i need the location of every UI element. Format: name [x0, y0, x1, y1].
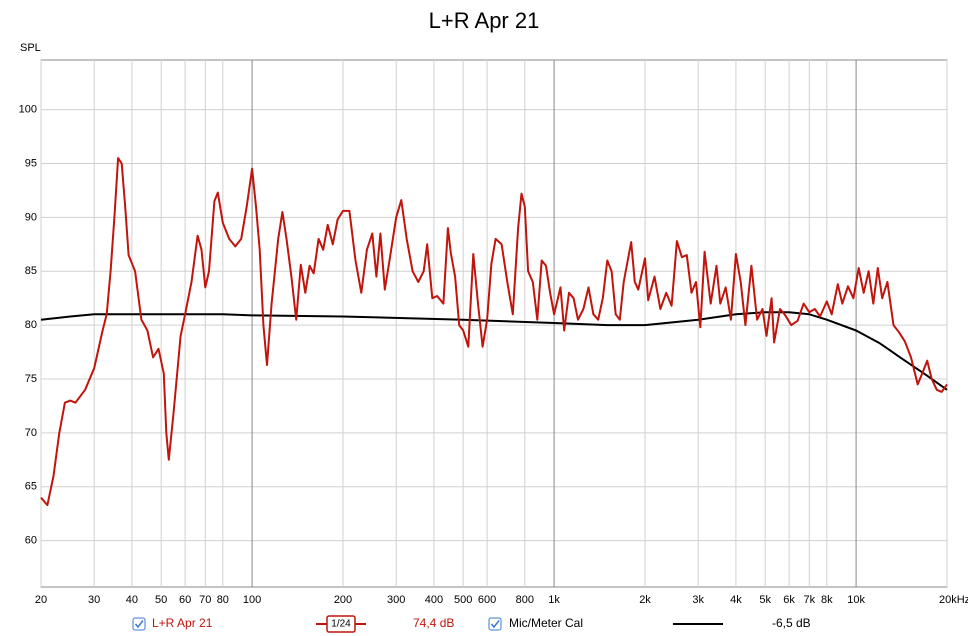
y-tick-label: 75 [25, 373, 37, 385]
x-tick-label: 1k [548, 594, 560, 606]
x-tick-label: 80 [217, 594, 229, 606]
x-tick-label: 4k [730, 594, 742, 606]
x-tick-label: 60 [179, 594, 191, 606]
x-tick-label: 200 [334, 594, 352, 606]
legend-checkbox[interactable] [132, 617, 146, 631]
series-line [40, 311, 948, 391]
legend-checkbox[interactable] [488, 617, 502, 631]
y-tick-label: 65 [25, 481, 37, 493]
smoothing-box[interactable] [326, 615, 356, 633]
y-tick-label: 70 [25, 427, 37, 439]
legend-level: 74,4 dB [413, 616, 454, 630]
x-tick-label: 50 [155, 594, 167, 606]
legend-label: Mic/Meter Cal [509, 616, 583, 630]
x-tick-label: 800 [516, 594, 534, 606]
x-tick-label: 20kHz [939, 594, 968, 606]
x-tick-label: 8k [821, 594, 833, 606]
x-tick-label: 600 [478, 594, 496, 606]
x-tick-label: 6k [783, 594, 795, 606]
y-tick-label: 80 [25, 319, 37, 331]
x-tick-label: 500 [454, 594, 472, 606]
x-tick-label: 100 [243, 594, 261, 606]
x-tick-label: 70 [199, 594, 211, 606]
legend-label: L+R Apr 21 [152, 616, 213, 630]
y-axis-label: SPL [20, 42, 41, 54]
chart-title: L+R Apr 21 [429, 8, 540, 33]
x-tick-label: 20 [35, 594, 47, 606]
y-tick-label: 95 [25, 157, 37, 169]
x-tick-label: 5k [759, 594, 771, 606]
x-tick-label: 10k [847, 594, 865, 606]
x-tick-label: 7k [803, 594, 815, 606]
y-tick-label: 85 [25, 265, 37, 277]
y-tick-label: 100 [19, 103, 37, 115]
x-tick-label: 40 [126, 594, 138, 606]
legend-checkbox-mark [134, 620, 144, 629]
smoothing-label: 1/24 [331, 619, 351, 630]
x-tick-label: 400 [425, 594, 443, 606]
x-tick-label: 3k [692, 594, 704, 606]
x-tick-label: 30 [88, 594, 100, 606]
legend-checkbox-mark [490, 620, 500, 629]
y-tick-label: 60 [25, 535, 37, 547]
legend-level: -6,5 dB [772, 616, 811, 630]
x-tick-label: 300 [387, 594, 405, 606]
y-tick-label: 90 [25, 211, 37, 223]
series-line [40, 157, 948, 507]
x-tick-label: 2k [639, 594, 651, 606]
